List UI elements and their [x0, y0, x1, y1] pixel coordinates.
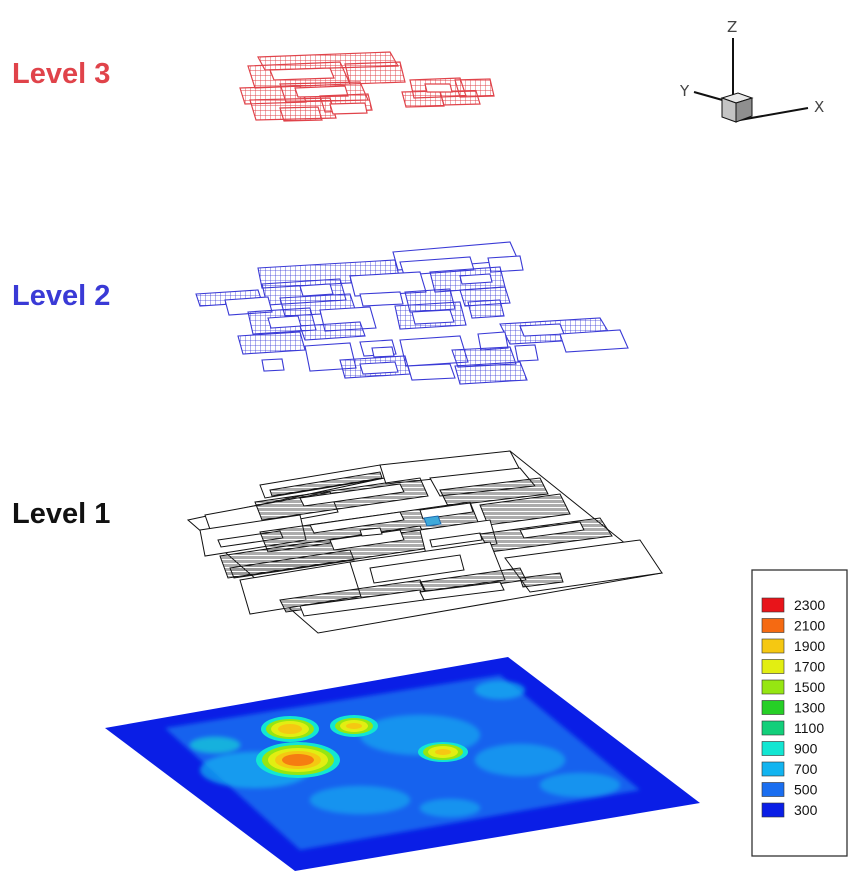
- hotspot-third: [330, 715, 378, 737]
- axis-cube: [720, 92, 754, 123]
- legend-swatch: [761, 659, 785, 674]
- hotspot-primary: [256, 742, 340, 778]
- color-legend: 2300 2100 1900 1700 1500 1300 1100 900 700 500 300: [751, 569, 848, 857]
- legend-value-label: 1500: [794, 679, 825, 695]
- hotspot-fourth: [418, 742, 468, 762]
- legend-swatch: [761, 761, 785, 777]
- legend-value-label: 300: [794, 802, 818, 818]
- z-axis: Z: [727, 18, 737, 103]
- level-3-grid: [239, 51, 495, 122]
- x-axis-label: X: [814, 98, 824, 116]
- legend-value-label: 1900: [794, 638, 825, 654]
- legend-swatch: [761, 597, 785, 613]
- hotspot-secondary: [261, 716, 319, 742]
- legend-swatch: [761, 720, 785, 736]
- z-axis-label: Z: [727, 18, 737, 36]
- level-1-label: Level 1: [12, 498, 111, 530]
- level-1-refined-patch: [423, 515, 442, 527]
- legend-value-label: 700: [794, 761, 818, 777]
- legend-swatch: [761, 782, 785, 797]
- legend-swatch: [761, 700, 785, 715]
- y-axis-label: Y: [679, 82, 690, 100]
- legend-swatch: [761, 618, 785, 633]
- legend-value-label: 1700: [794, 659, 825, 675]
- x-axis: X: [739, 98, 824, 121]
- level-1-grid: [186, 450, 664, 634]
- level-2-label: Level 2: [12, 280, 111, 312]
- legend-items: 2300 2100 1900 1700 1500 1300 1100 900 700 500 300: [761, 597, 825, 818]
- level-2-grid: [195, 241, 629, 385]
- legend-value-label: 1100: [794, 720, 824, 736]
- base-contour-plane: [105, 657, 700, 871]
- legend-swatch: [761, 638, 785, 654]
- legend-swatch: [761, 679, 785, 695]
- legend-value-label: 2300: [794, 597, 825, 613]
- axis-triad: Z X Y: [679, 18, 824, 123]
- legend-value-label: 1300: [794, 700, 825, 716]
- legend-swatch: [761, 741, 785, 756]
- legend-value-label: 900: [794, 741, 818, 757]
- legend-swatch: [761, 802, 785, 818]
- level-3-label: Level 3: [12, 58, 111, 90]
- legend-value-label: 500: [794, 782, 818, 798]
- legend-value-label: 2100: [794, 618, 825, 634]
